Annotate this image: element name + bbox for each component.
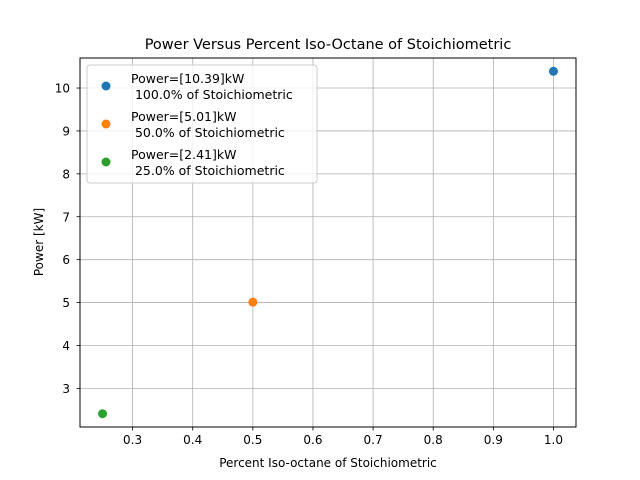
plot-frame [79,57,577,428]
data-point [98,409,108,419]
x-tick-label: 0.4 [183,433,202,447]
legend-label: Power=[10.39]kW 100.0% of Stoichiometric [131,71,293,102]
y-tick-label: 10 [55,82,70,96]
x-axis-label: Percent Iso-octane of Stoichiometric [219,456,437,470]
legend-frame [86,64,318,184]
x-tick-label: 1.0 [544,433,563,447]
y-tick-label: 7 [62,210,70,224]
legend-label: Power=[5.01]kW 50.0% of Stoichiometric [131,109,285,140]
data-points [98,66,558,419]
axis-ticks: 0.3 0.4 0.5 0.6 0.7 0.8 0.9 1.0 3 4 5 6 7 8 9 10 [55,82,563,447]
y-axis-label: Power [kW] [32,208,46,276]
y-tick-label: 6 [62,253,70,267]
x-tick-label: 0.6 [303,433,322,447]
y-tick-label: 5 [62,296,70,310]
x-tick-label: 0.7 [364,433,383,447]
legend-marker [101,81,111,91]
legend-label: Power=[2.41]kW 25.0% of Stoichiometric [131,147,285,178]
y-tick-label: 9 [62,124,70,138]
legend-marker [101,157,111,167]
legend-marker [101,119,111,129]
chart-title: Power Versus Percent Iso-Octane of Stoic… [145,37,512,53]
x-tick-label: 0.9 [484,433,503,447]
x-tick-label: 0.3 [123,433,142,447]
y-tick-label: 3 [62,382,70,396]
y-tick-label: 8 [62,167,70,181]
data-point [248,297,258,307]
data-point [548,66,558,76]
legend: Power=[10.39]kW 100.0% of Stoichiometric… [86,64,318,184]
x-tick-label: 0.5 [243,433,262,447]
x-tick-label: 0.8 [424,433,443,447]
y-tick-label: 4 [62,339,70,353]
